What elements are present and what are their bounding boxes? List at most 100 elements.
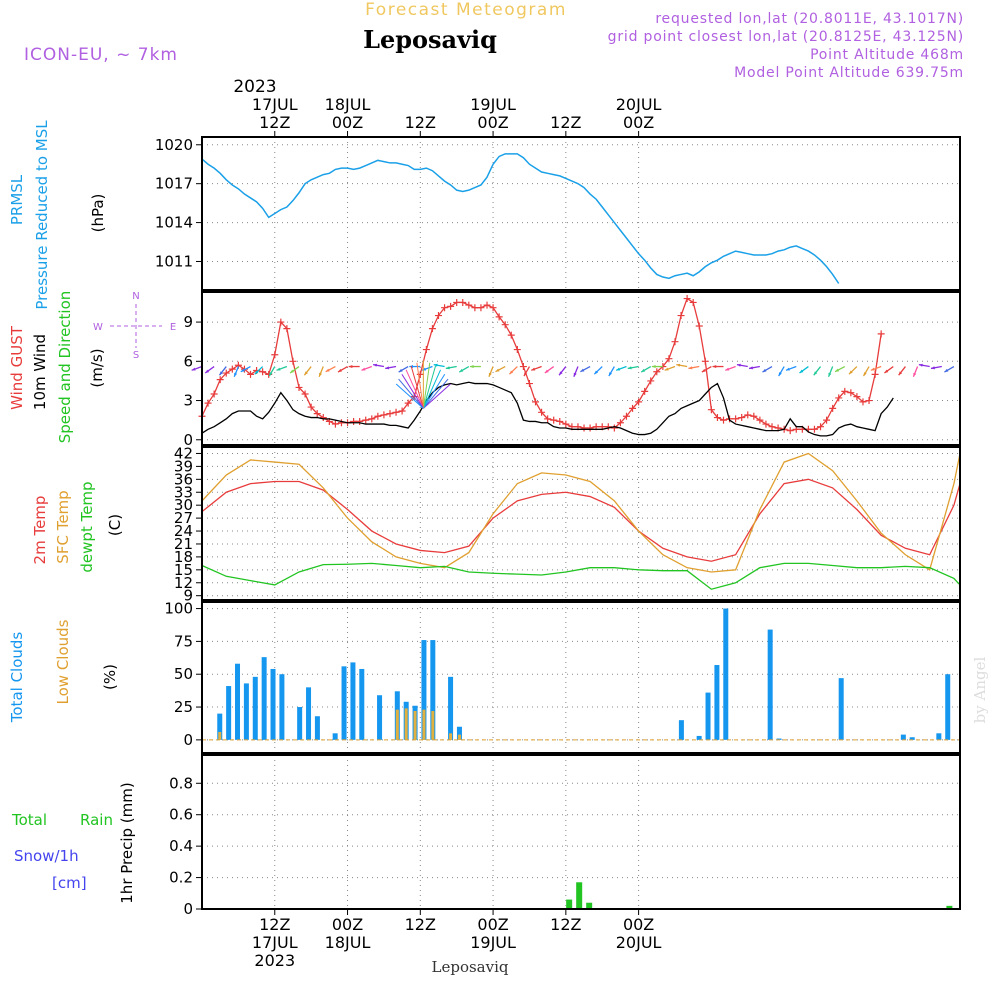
gust-marker	[356, 417, 364, 425]
pressure-frame	[201, 136, 961, 291]
wind-arrowhead	[373, 363, 377, 367]
total-cloud-bar	[341, 666, 347, 740]
wind-arrowhead	[736, 363, 741, 367]
wind-arrowhead	[749, 366, 753, 370]
cloud-labels: Total Clouds Low Clouds (%)	[8, 619, 119, 723]
wind-arrowhead	[641, 368, 646, 373]
gust-marker	[368, 415, 376, 423]
pressure-unit: (hPa)	[89, 194, 107, 233]
pressure-line	[201, 153, 840, 284]
footer-location: Leposaviq	[432, 958, 509, 976]
bottom-time-label: 17JUL	[252, 933, 298, 952]
gust-label: Wind GUST	[8, 325, 26, 410]
gust-marker	[441, 304, 449, 312]
compass-w: W	[93, 322, 103, 333]
gust-marker	[483, 301, 491, 309]
wind-arrowhead	[290, 369, 295, 374]
gust-marker	[538, 408, 546, 416]
wind-arrowhead	[348, 364, 353, 369]
low-cloud-bar	[457, 734, 461, 740]
gust-marker	[434, 312, 442, 320]
top-hour-label: 12Z	[550, 113, 581, 132]
y-tick-label: 1014	[155, 214, 193, 232]
y-tick-label: 0.6	[169, 806, 193, 824]
gust-marker	[580, 424, 588, 432]
wind-arrowhead	[523, 372, 528, 377]
gust-marker	[732, 415, 740, 423]
wind-dir-label: Speed and Direction	[56, 291, 74, 444]
precip-panel: 0 0.2 0.4 0.6 0.8	[169, 754, 961, 918]
wind-arrowhead	[398, 368, 403, 373]
wind-arrowhead	[688, 366, 693, 370]
top-hour-label: 12Z	[259, 113, 290, 132]
sfc-label: SFC Temp	[54, 490, 72, 563]
y-tick-label: 6	[183, 352, 193, 370]
top-hour-label: 12Z	[405, 113, 436, 132]
gust-marker	[374, 412, 382, 420]
y-tick-label: 15	[174, 561, 193, 579]
total-cloud-bar	[776, 738, 782, 740]
total-cloud-bar	[714, 665, 720, 740]
temp-frame	[201, 446, 961, 601]
wind-arrowhead	[325, 368, 330, 372]
top-date-label: 20JUL	[616, 95, 662, 114]
gust-marker	[841, 387, 849, 395]
top-hour-label: 00Z	[332, 113, 363, 132]
wind-arrowhead	[799, 369, 804, 374]
clouds-frame	[201, 601, 961, 754]
gust-marker	[635, 398, 643, 406]
gust-marker	[544, 415, 552, 423]
wind-arrowhead	[664, 367, 669, 371]
wind-arrowhead	[276, 367, 281, 371]
wind-arrowhead	[918, 363, 923, 367]
wind-labels: Wind GUST 10m Wind Speed and Direction (…	[8, 291, 176, 444]
gust-marker	[331, 420, 339, 428]
fan-arrow	[401, 373, 424, 409]
total-cloud-bar	[359, 668, 365, 740]
y-tick-label: 100	[164, 600, 193, 618]
point-altitude: Point Altitude 468m	[810, 47, 964, 63]
y-tick-label: 50	[174, 665, 193, 683]
bottom-time-label: 19JUL	[470, 933, 516, 952]
fan-arrow	[422, 369, 442, 409]
y-tick-label: 33	[174, 483, 193, 501]
gust-marker	[641, 387, 649, 395]
wind-arrowhead	[544, 369, 549, 374]
wind-arrowhead	[884, 369, 889, 374]
total-cloud-bar	[945, 674, 951, 740]
low-cloud-bar	[413, 710, 417, 740]
gust-marker	[647, 377, 655, 385]
low-cloud-bar	[218, 731, 222, 740]
gust-marker	[744, 411, 752, 419]
compass-n: N	[132, 291, 139, 302]
fan-arrow	[423, 383, 451, 409]
gust-marker	[247, 370, 255, 378]
gust-marker	[289, 357, 297, 365]
bottom-time-label: 2023	[254, 951, 295, 970]
gust-marker	[683, 295, 691, 303]
y-tick-label: 1017	[155, 175, 193, 193]
gust-marker	[671, 338, 679, 346]
wind-arrowhead	[445, 366, 450, 370]
rain-bar	[566, 899, 573, 909]
wind-arrowhead	[725, 367, 730, 371]
gust-marker	[277, 318, 285, 326]
fan-arrow	[422, 362, 431, 409]
gust-marker	[210, 390, 218, 398]
wind-line	[201, 381, 894, 437]
y-tick-label: 9	[183, 313, 193, 331]
bottom-time-label: 00Z	[623, 915, 654, 934]
wind-panel: 0 3 6 9	[183, 291, 961, 449]
gust-marker	[707, 406, 715, 414]
low-cloud-bar	[422, 709, 426, 740]
rain-bar	[576, 882, 583, 909]
gust-marker	[823, 416, 831, 424]
y-tick-label: 25	[174, 698, 193, 716]
top-date-label: 18JUL	[325, 95, 371, 114]
gust-marker	[453, 298, 461, 306]
gust-marker	[829, 404, 837, 412]
y-tick-label: 36	[174, 470, 193, 488]
y-tick-label: 42	[174, 444, 193, 462]
fan-arrow	[395, 383, 424, 409]
wind-arrowhead	[319, 372, 322, 377]
